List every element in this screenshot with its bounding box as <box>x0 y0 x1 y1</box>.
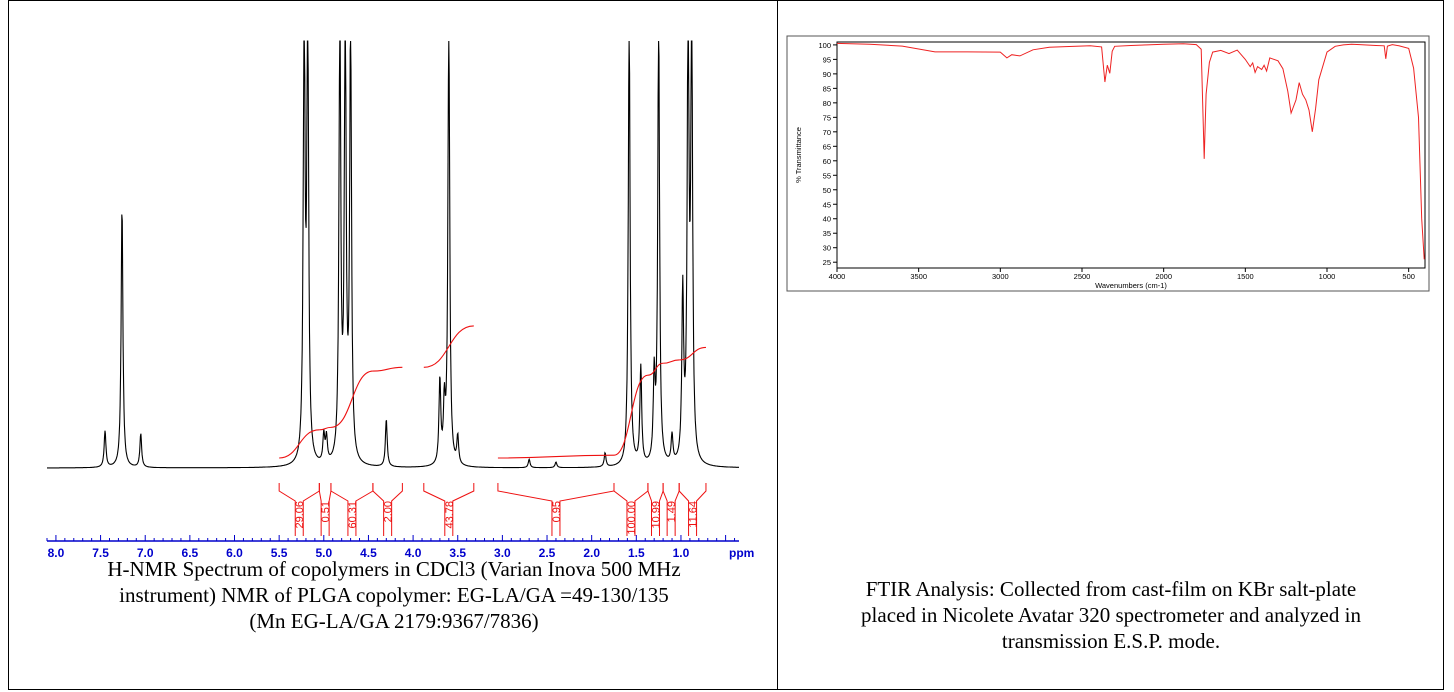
nmr-integral-bracket-left <box>372 483 385 536</box>
nmr-caption-line-2: instrument) NMR of PLGA copolymer: EG-LA… <box>119 583 669 607</box>
nmr-integral-label: 2.00 <box>383 501 395 522</box>
ftir-y-tick-label: 65 <box>823 142 831 151</box>
ftir-y-tick-label: 80 <box>823 99 831 108</box>
nmr-integral-bracket-right <box>559 483 615 536</box>
ftir-x-tick-label: 3500 <box>910 272 927 281</box>
nmr-integral-label: 60.31 <box>347 501 359 529</box>
ftir-y-tick-label: 40 <box>823 215 831 224</box>
nmr-integral-curve <box>613 374 649 456</box>
nmr-integral-curve <box>679 346 706 361</box>
nmr-integral-label: 29.06 <box>294 501 306 529</box>
nmr-x-tick-label: 5.5 <box>271 546 288 560</box>
nmr-integral-curve <box>647 362 664 376</box>
ftir-y-tick-label: 95 <box>823 55 831 64</box>
nmr-integral-bracket-right <box>452 483 475 536</box>
nmr-x-tick-label: 1.0 <box>673 546 690 560</box>
nmr-integral-label: 0.51 <box>320 501 332 522</box>
nmr-integral-label: 100.00 <box>626 501 638 535</box>
nmr-integral-curve <box>423 325 474 368</box>
ftir-x-tick-label: 4000 <box>829 272 846 281</box>
ftir-y-tick-label: 30 <box>823 244 831 253</box>
ftir-chart: 100 95 90 85 80 75 70 65 60 55 50 45 40 35 30 25 4000 350… <box>786 35 1430 292</box>
ftir-y-tick-label: 35 <box>823 229 831 238</box>
nmr-integral-curve <box>497 454 614 459</box>
nmr-integral-bracket-left <box>662 483 668 536</box>
nmr-integral-bracket-left <box>423 483 446 536</box>
nmr-x-tick-label: 3.0 <box>494 546 511 560</box>
nmr-chart: 29.06 0.51 60.31 2.00 43.78 0.95 100.00 10.99 1.… <box>46 40 754 560</box>
nmr-x-axis-label: ppm <box>729 546 754 560</box>
nmr-x-tick-label: 2.5 <box>539 546 556 560</box>
nmr-integral-bracket-left <box>613 483 628 536</box>
nmr-x-tick-label: 4.5 <box>360 546 377 560</box>
ftir-caption-line-2: placed in Nicolete Avatar 320 spectromet… <box>861 603 1361 627</box>
nmr-x-tick-label: 1.5 <box>628 546 645 560</box>
ftir-y-tick-label: 50 <box>823 186 831 195</box>
nmr-x-tick-label: 7.5 <box>92 546 109 560</box>
ftir-y-tick-label: 75 <box>823 113 831 122</box>
nmr-x-tick-label: 5.0 <box>315 546 332 560</box>
ftir-spectrum-line <box>836 42 1425 260</box>
ftir-caption-line-1: FTIR Analysis: Collected from cast-film … <box>865 577 1357 601</box>
nmr-integral-bracket-right <box>696 483 707 536</box>
nmr-integral-bracket-left <box>647 483 653 536</box>
figure-frame <box>8 0 1444 690</box>
nmr-integral-bracket-left <box>318 483 322 536</box>
nmr-spectrum-line <box>47 40 739 469</box>
nmr-integral-label: 0.95 <box>551 501 563 522</box>
nmr-integral-label: 10.99 <box>651 501 663 529</box>
nmr-integral-bracket-left <box>278 483 296 536</box>
ftir-x-tick-label: 1000 <box>1319 272 1336 281</box>
nmr-integral-curve <box>319 426 331 431</box>
ftir-x-tick-label: 2000 <box>1155 272 1172 281</box>
ftir-x-tick-label: 2500 <box>1074 272 1091 281</box>
ftir-y-tick-label: 90 <box>823 70 831 79</box>
ftir-y-tick-label: 85 <box>823 84 831 93</box>
nmr-integral-label: 1.49 <box>666 501 678 522</box>
nmr-caption: H-NMR Spectrum of copolymers in CDCl3 (V… <box>19 556 769 634</box>
ftir-y-tick-label: 70 <box>823 128 831 137</box>
nmr-integral-curve <box>279 429 320 459</box>
ftir-y-tick-label: 25 <box>823 258 831 267</box>
ftir-caption: FTIR Analysis: Collected from cast-film … <box>779 576 1443 654</box>
nmr-integral-bracket-left <box>330 483 349 536</box>
ftir-plot-area <box>836 41 1426 269</box>
nmr-integral-curve <box>663 359 680 364</box>
ftir-caption-line-3: transmission E.S.P. mode. <box>1001 629 1221 653</box>
ftir-y-tick-label: 100 <box>818 41 831 50</box>
nmr-integral-label: 43.78 <box>444 501 456 529</box>
nmr-caption-line-3: (Mn EG-LA/GA 2179:9367/7836) <box>249 609 539 633</box>
nmr-x-tick-label: 8.0 <box>48 546 65 560</box>
nmr-integral-bracket-left <box>497 483 553 536</box>
ftir-x-axis-label: Wavenumbers (cm-1) <box>1095 281 1167 290</box>
ftir-y-tick-label: 55 <box>823 171 831 180</box>
nmr-integral-curve <box>372 366 403 372</box>
ftir-y-axis-label: % Transmittance <box>794 127 803 183</box>
ftir-x-tick-label: 1500 <box>1237 272 1254 281</box>
nmr-x-tick-label: 4.0 <box>405 546 422 560</box>
nmr-caption-line-1: H-NMR Spectrum of copolymers in CDCl3 (V… <box>107 557 681 581</box>
nmr-x-tick-label: 3.5 <box>449 546 466 560</box>
ftir-x-tick-label: 500 <box>1402 272 1415 281</box>
nmr-x-tick-label: 7.0 <box>137 546 154 560</box>
ftir-y-tick-label: 60 <box>823 157 831 166</box>
nmr-x-tick-label: 6.0 <box>226 546 243 560</box>
ftir-y-tick-label: 45 <box>823 200 831 209</box>
nmr-integral-bracket-right <box>391 483 403 536</box>
nmr-integral-label: 11.64 <box>688 501 700 528</box>
ftir-x-tick-label: 3000 <box>992 272 1009 281</box>
panel-divider <box>777 0 778 690</box>
nmr-x-tick-label: 2.0 <box>583 546 600 560</box>
nmr-panel: 29.06 0.51 60.31 2.00 43.78 0.95 100.00 10.99 1.… <box>9 1 776 689</box>
ftir-panel: 100 95 90 85 80 75 70 65 60 55 50 45 40 35 30 25 4000 350… <box>779 1 1443 689</box>
nmr-integral-curve <box>330 370 373 428</box>
nmr-x-tick-label: 6.5 <box>182 546 199 560</box>
nmr-integral-bracket-left <box>678 483 690 536</box>
